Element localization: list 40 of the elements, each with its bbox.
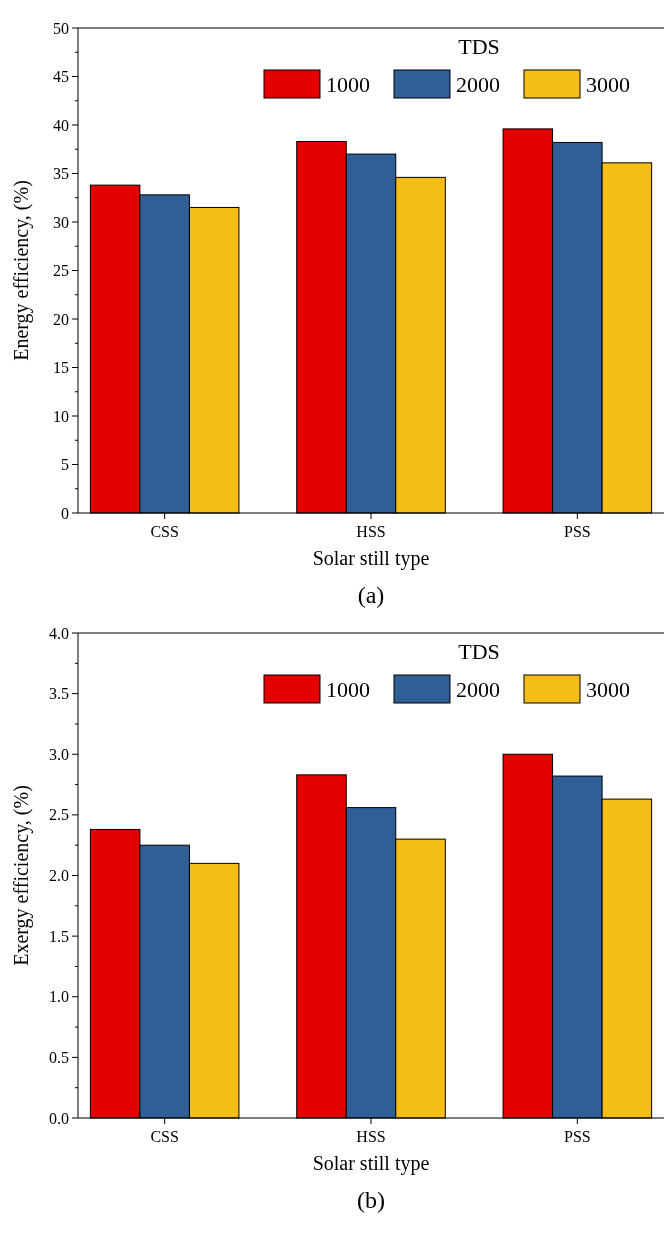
- x-tick-label: CSS: [150, 523, 179, 540]
- y-tick-label: 1.0: [49, 988, 69, 1006]
- legend-label: 1000: [326, 71, 370, 97]
- y-tick-label: 45: [53, 68, 69, 86]
- legend-title: TDS: [458, 639, 500, 664]
- x-tick-label: HSS: [356, 523, 386, 540]
- y-tick-label: 50: [53, 19, 69, 37]
- y-tick-label: 2.5: [49, 806, 69, 824]
- x-tick-label: HSS: [356, 1128, 386, 1145]
- legend-label: 3000: [586, 676, 630, 702]
- legend-label: 1000: [326, 676, 370, 702]
- x-tick-label: PSS: [563, 1128, 591, 1145]
- y-tick-label: 35: [53, 165, 69, 183]
- y-tick-label: 2.0: [49, 867, 69, 885]
- x-tick-label: CSS: [150, 1128, 179, 1145]
- y-tick-label: 4.0: [49, 624, 69, 642]
- legend-label: 2000: [456, 71, 500, 97]
- y-tick-label: 25: [53, 262, 69, 280]
- legend-title: TDS: [458, 34, 500, 59]
- y-tick-label: 10: [53, 407, 69, 425]
- y-tick-label: 3.5: [49, 685, 69, 703]
- y-tick-label: 30: [53, 213, 69, 231]
- y-tick-label: 3.0: [49, 745, 69, 763]
- y-tick-label: 0.0: [49, 1109, 69, 1127]
- legend-label: 3000: [586, 71, 630, 97]
- y-axis-title: Energy efficiency, (%): [10, 180, 33, 361]
- y-tick-label: 1.5: [49, 927, 69, 945]
- x-axis-title: Solar still type: [312, 547, 430, 570]
- y-axis-title: Exergy efficiency, (%): [10, 785, 33, 966]
- y-tick-label: 15: [53, 359, 69, 377]
- y-tick-label: 5: [61, 456, 69, 474]
- y-tick-label: 0.5: [49, 1048, 69, 1066]
- x-tick-label: PSS: [563, 523, 591, 540]
- y-tick-label: 40: [53, 116, 69, 134]
- text: (a): [357, 582, 385, 608]
- y-tick-label: 0: [61, 504, 69, 522]
- legend-label: 2000: [456, 676, 500, 702]
- x-axis-title: Solar still type: [312, 1152, 430, 1175]
- text: (b): [357, 1187, 385, 1213]
- y-tick-label: 20: [53, 310, 69, 328]
